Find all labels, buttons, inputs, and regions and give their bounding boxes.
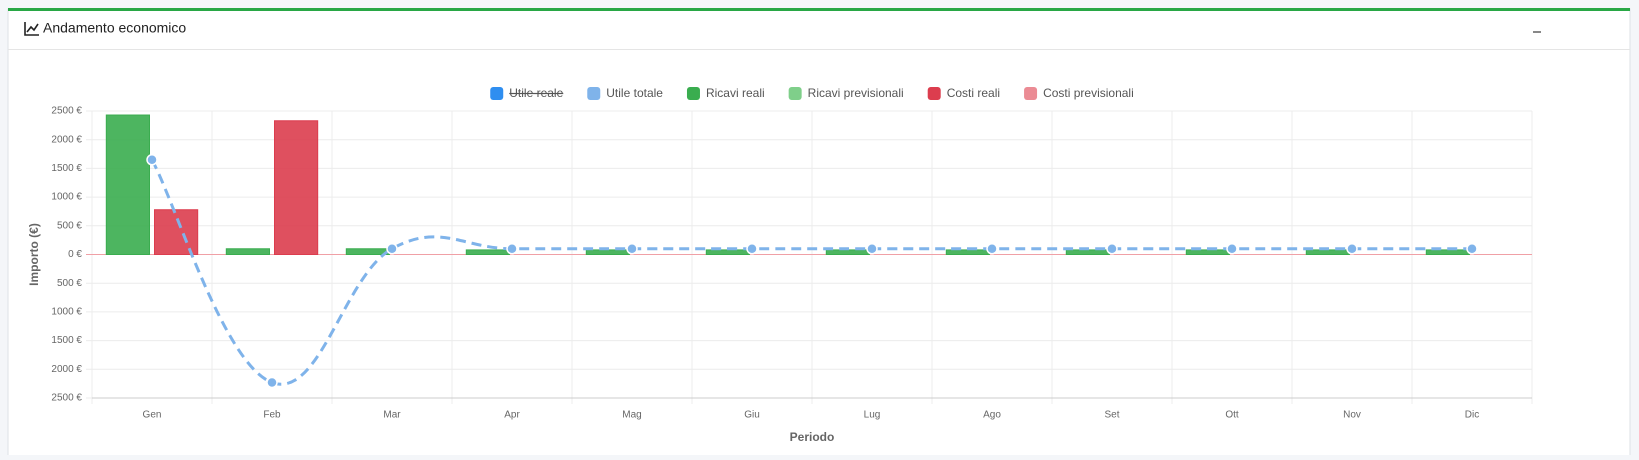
legend-item[interactable]: Utile reale: [490, 86, 564, 100]
legend-item[interactable]: Ricavi previsionali: [788, 86, 904, 100]
x-tick-label: Feb: [263, 410, 281, 421]
y-tick-label: 2000 €: [51, 134, 82, 145]
x-tick-label: Mag: [622, 410, 641, 421]
card-top-border: [8, 8, 1630, 11]
x-tick-label: Giu: [744, 410, 760, 421]
x-tick-label: Dic: [1465, 410, 1479, 421]
x-tick-label: Ott: [1225, 410, 1239, 421]
line-point: [986, 243, 998, 255]
x-tick-label: Set: [1104, 410, 1119, 421]
bar: [1065, 249, 1111, 256]
bar: [705, 249, 750, 256]
x-tick-label: Lug: [864, 410, 881, 421]
bar: [825, 249, 870, 256]
line-point: [746, 243, 758, 255]
bar: [1305, 249, 1351, 256]
y-tick-label: 500 €: [57, 220, 82, 231]
line-point: [866, 243, 878, 255]
bar: [225, 248, 271, 255]
bar: [585, 249, 630, 256]
x-tick-label: Nov: [1343, 410, 1361, 421]
legend-item[interactable]: Ricavi reali: [686, 86, 765, 100]
bar: [1425, 249, 1471, 256]
y-tick-label: 1000 €: [51, 192, 82, 203]
x-tick-label: Gen: [143, 410, 162, 421]
bar: [154, 209, 199, 255]
x-axis-label: Periodo: [790, 430, 835, 444]
plot: 2500 € 2000 € 1500 € 1000 € 500 € 0 € 500 € 100…: [27, 86, 1533, 444]
legend-swatch: [490, 87, 504, 100]
legend-item[interactable]: Costi reali: [927, 86, 1000, 100]
chart-icon: [24, 22, 39, 36]
legend-label: Costi reali: [947, 86, 1000, 100]
legend-label: Utile totale: [606, 86, 663, 100]
legend-swatch: [788, 87, 802, 100]
bar: [945, 249, 990, 256]
legend: Utile reale Utile totale Ricavi reali Ricav…: [490, 86, 1134, 100]
y-tick-label: 2000 €: [51, 364, 82, 375]
line-point: [1106, 243, 1118, 255]
bar: [105, 114, 151, 255]
x-tick-label: Apr: [504, 410, 520, 421]
y-tick-label: 2500 €: [51, 393, 82, 404]
y-axis-label: Importo (€): [27, 223, 41, 286]
line-point: [1226, 243, 1238, 255]
legend-label: Costi previsionali: [1043, 86, 1134, 100]
legend-swatch: [587, 87, 601, 100]
legend-swatch: [1024, 87, 1038, 100]
line-point: [1466, 243, 1478, 255]
y-tick-label: 0 €: [68, 249, 82, 260]
line-point: [1346, 243, 1358, 255]
legend-swatch: [686, 87, 700, 100]
line-point: [266, 376, 278, 389]
legend-swatch: [927, 87, 941, 100]
bar: [274, 120, 319, 256]
y-tick-label: 1000 €: [51, 307, 82, 318]
x-tick-label: Mar: [383, 410, 401, 421]
bar: [465, 249, 510, 256]
y-tick-label: 500 €: [57, 278, 82, 289]
x-tick-label: Ago: [983, 410, 1001, 421]
legend-label: Ricavi previsionali: [808, 86, 904, 100]
line-point: [626, 243, 638, 255]
bar: [1185, 249, 1231, 256]
line-point: [386, 243, 398, 255]
card-title: Andamento economico: [43, 20, 186, 36]
legend-item[interactable]: Costi previsionali: [1024, 86, 1134, 100]
legend-label: Ricavi reali: [706, 86, 765, 100]
legend-item[interactable]: Utile totale: [587, 86, 663, 100]
y-tick-label: 1500 €: [51, 163, 82, 174]
legend-label: Utile reale: [509, 86, 563, 100]
line-point: [146, 154, 158, 166]
line-point: [506, 243, 518, 255]
card-body: [7, 8, 1631, 460]
y-tick-label: 2500 €: [51, 106, 82, 117]
y-tick-label: 1500 €: [51, 335, 82, 346]
